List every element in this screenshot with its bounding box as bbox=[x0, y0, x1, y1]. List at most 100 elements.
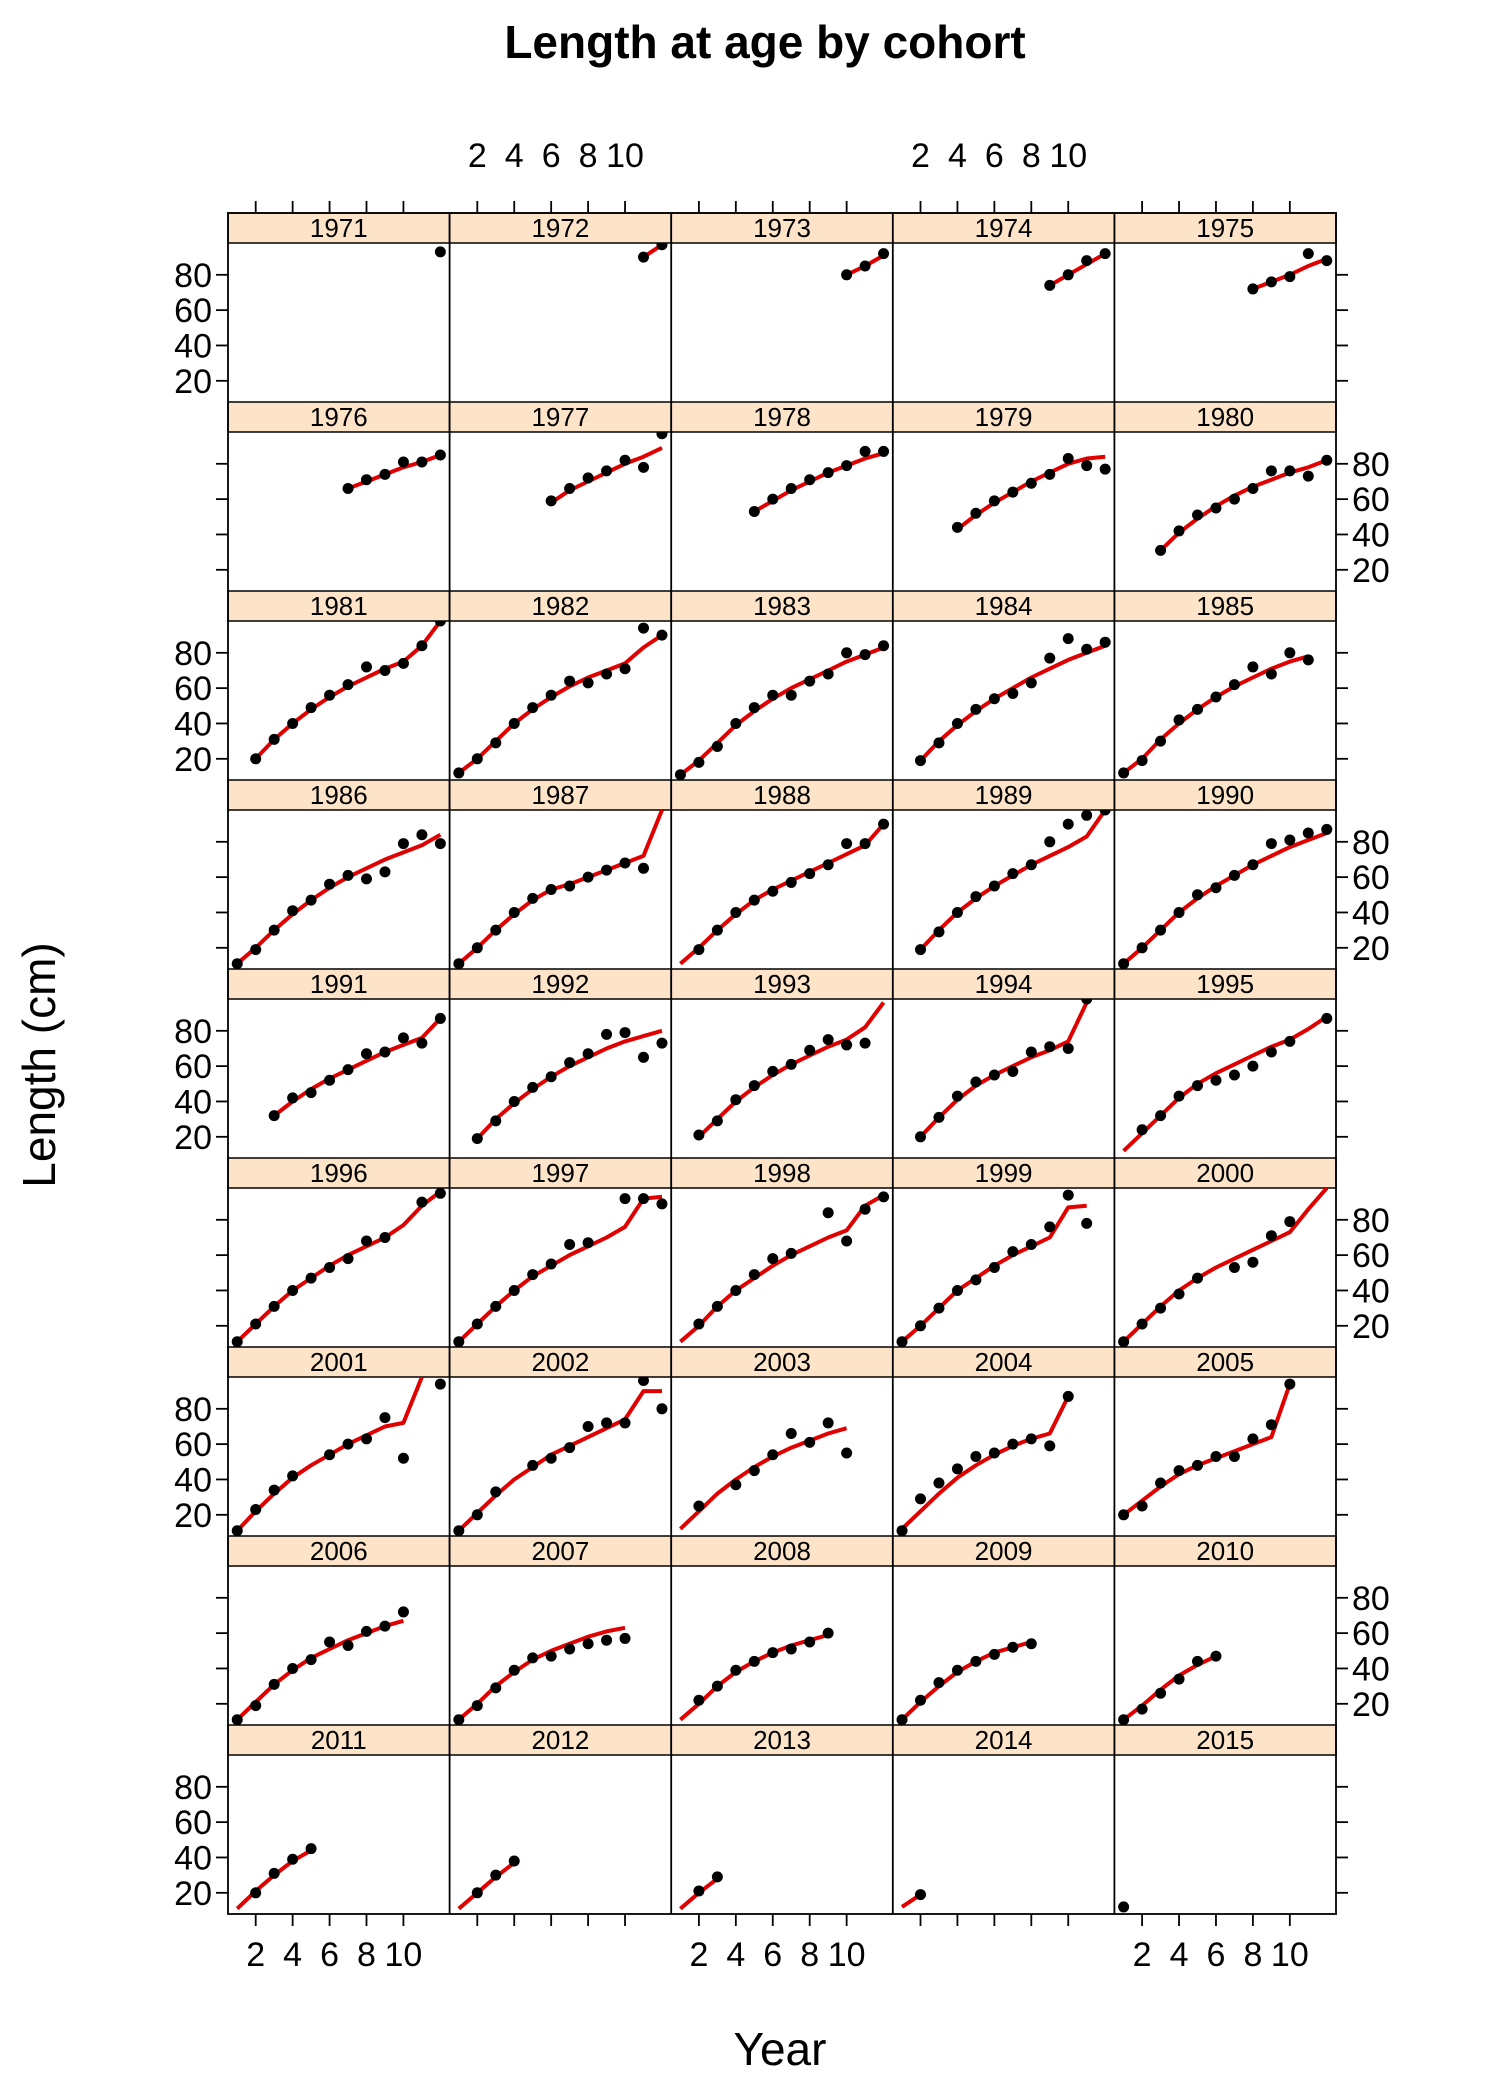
observed-point-1984-6 bbox=[1025, 677, 1037, 689]
strip-label-1980: 1980 bbox=[1196, 402, 1254, 432]
observed-point-1981-2 bbox=[287, 717, 299, 729]
observed-point-1982-10 bbox=[638, 622, 649, 634]
panel-2014: 2014 bbox=[892, 1724, 1116, 1909]
observed-point-1972-1 bbox=[656, 243, 668, 251]
panel-frames bbox=[227, 212, 1337, 1915]
observed-point-2007-9 bbox=[619, 1632, 631, 1644]
observed-point-2013-1 bbox=[711, 1871, 723, 1883]
observed-point-1981-4 bbox=[324, 689, 336, 701]
y-tick-label: 80 bbox=[1352, 1580, 1390, 1618]
observed-point-2001-4 bbox=[324, 1449, 336, 1461]
panel-data-1989 bbox=[915, 810, 1111, 956]
strip-label-1972: 1972 bbox=[531, 213, 589, 243]
panel-1979: 1979 bbox=[892, 401, 1116, 533]
x-tick-label: 2 bbox=[911, 137, 930, 175]
observed-point-1997-9 bbox=[638, 1193, 649, 1205]
observed-point-1989-3 bbox=[970, 891, 982, 903]
x-axis-label: Year bbox=[734, 2023, 827, 2075]
observed-point-1987-9 bbox=[619, 857, 631, 869]
panel-1984: 1984 bbox=[892, 590, 1116, 767]
observed-point-2002-7 bbox=[601, 1417, 613, 1429]
x-tick-label: 10 bbox=[385, 1936, 423, 1974]
strip-1976 bbox=[227, 401, 451, 433]
strip-label-2009: 2009 bbox=[975, 1536, 1033, 1566]
observed-point-2006-7 bbox=[361, 1625, 372, 1637]
x-tick-label: 4 bbox=[283, 1936, 302, 1974]
observed-point-1998-4 bbox=[767, 1253, 779, 1265]
observed-point-1989-8 bbox=[1062, 818, 1074, 830]
panel-2012: 2012 bbox=[448, 1724, 672, 1911]
strip-label-2015: 2015 bbox=[1196, 1725, 1254, 1755]
observed-point-1977-5 bbox=[638, 461, 649, 473]
observed-point-1987-0 bbox=[453, 958, 465, 969]
observed-point-1977-1 bbox=[564, 483, 576, 495]
observed-point-1996-10 bbox=[434, 1188, 446, 1199]
x-tick-label: 2 bbox=[246, 1936, 265, 1974]
strip-1995 bbox=[1113, 968, 1337, 1000]
y-tick-label: 60 bbox=[1352, 1615, 1390, 1653]
observed-point-1997-7 bbox=[582, 1237, 594, 1249]
observed-point-1982-2 bbox=[490, 737, 502, 749]
strip-label-1975: 1975 bbox=[1196, 213, 1254, 243]
observed-point-1996-7 bbox=[361, 1235, 372, 1247]
x-tick-label: 8 bbox=[357, 1936, 376, 1974]
observed-point-1980-1 bbox=[1173, 525, 1185, 537]
panel-data-2011 bbox=[235, 1843, 317, 1911]
strip-label-2012: 2012 bbox=[531, 1725, 589, 1755]
observed-point-2006-0 bbox=[231, 1714, 243, 1725]
observed-point-1975-2 bbox=[1284, 271, 1296, 283]
y-tick-label: 20 bbox=[174, 363, 212, 401]
observed-point-1984-7 bbox=[1044, 652, 1056, 664]
observed-point-1988-8 bbox=[841, 838, 853, 850]
observed-point-1998-0 bbox=[693, 1318, 705, 1330]
panel-data-1981 bbox=[250, 621, 446, 765]
observed-point-1990-9 bbox=[1284, 834, 1296, 846]
panel-1994: 1994 bbox=[892, 968, 1116, 1143]
observed-point-1976-1 bbox=[361, 474, 372, 486]
observed-point-1979-8 bbox=[1099, 463, 1111, 475]
observed-point-1992-9 bbox=[638, 1051, 649, 1063]
observed-point-2002-6 bbox=[582, 1420, 594, 1432]
panel-data-1994 bbox=[915, 999, 1093, 1143]
fitted-line-1974 bbox=[1048, 251, 1107, 288]
observed-point-2003-4 bbox=[785, 1428, 797, 1440]
strip-2010 bbox=[1113, 1535, 1337, 1567]
observed-point-1991-6 bbox=[379, 1046, 391, 1058]
observed-point-2007-5 bbox=[545, 1650, 557, 1662]
observed-point-2008-3 bbox=[748, 1655, 760, 1667]
observed-point-1982-6 bbox=[564, 675, 576, 687]
strip-label-1998: 1998 bbox=[753, 1158, 811, 1188]
strip-label-1990: 1990 bbox=[1196, 780, 1254, 810]
observed-point-1997-8 bbox=[619, 1193, 631, 1205]
observed-point-1986-7 bbox=[361, 873, 372, 885]
observed-point-1995-3 bbox=[1192, 1080, 1203, 1092]
observed-point-2000-5 bbox=[1228, 1262, 1240, 1273]
y-tick-label: 60 bbox=[1352, 859, 1390, 897]
observed-point-2007-3 bbox=[508, 1664, 520, 1676]
observed-point-2010-1 bbox=[1136, 1703, 1148, 1715]
observed-point-1980-2 bbox=[1192, 509, 1203, 521]
observed-point-1987-7 bbox=[582, 871, 594, 883]
observed-point-2004-4 bbox=[970, 1451, 982, 1462]
observed-point-1997-1 bbox=[471, 1318, 483, 1330]
strip-label-1995: 1995 bbox=[1196, 969, 1254, 999]
strip-label-1977: 1977 bbox=[531, 402, 589, 432]
observed-point-1980-3 bbox=[1210, 502, 1222, 514]
observed-point-2002-3 bbox=[527, 1459, 539, 1471]
fitted-line-1989 bbox=[919, 810, 1107, 951]
observed-point-1979-6 bbox=[1062, 453, 1074, 464]
panel-data-1973 bbox=[841, 248, 890, 281]
observed-point-1993-7 bbox=[822, 1034, 834, 1046]
strip-label-1991: 1991 bbox=[310, 969, 368, 999]
observed-point-1996-5 bbox=[324, 1262, 336, 1273]
observed-point-1983-3 bbox=[730, 717, 742, 729]
observed-point-1983-7 bbox=[804, 675, 816, 687]
observed-point-1976-2 bbox=[379, 468, 391, 480]
fitted-line-1997 bbox=[457, 1194, 663, 1344]
panel-data-1979 bbox=[951, 453, 1111, 533]
observed-point-1997-6 bbox=[564, 1239, 576, 1251]
observed-point-1983-0 bbox=[674, 769, 686, 780]
observed-point-1991-2 bbox=[305, 1087, 317, 1099]
panel-data-2008 bbox=[679, 1627, 834, 1722]
panel-grid: 1971 1972 1973 1974 1975 1976 1977 1978 1979 1980… bbox=[174, 137, 1390, 1974]
